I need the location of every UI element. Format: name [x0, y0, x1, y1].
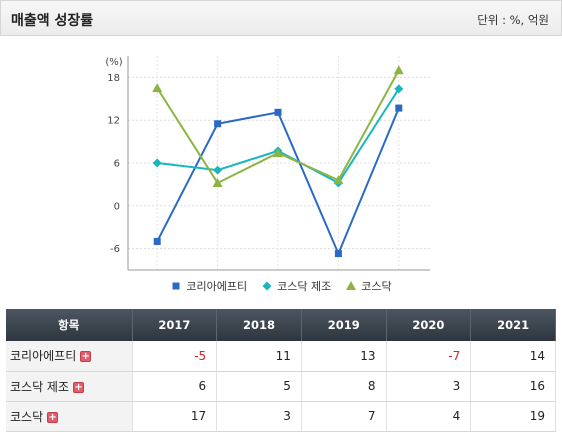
panel-header: 매출액 성장률 단위 : %, 억원 — [0, 0, 562, 36]
table-row: 코스닥 + 17 3 7 4 19 — [6, 401, 556, 432]
table-cell: 3 — [386, 371, 472, 402]
table-row: 코스닥 제조 + 6 5 8 3 16 — [6, 371, 556, 402]
table-cell: 13 — [301, 341, 387, 372]
data-point — [394, 84, 404, 94]
table-cell: 17 — [132, 401, 218, 432]
unit-label: 단위 : %, 억원 — [477, 13, 549, 27]
legend-label: 코스닥 제조 — [277, 280, 332, 293]
y-tick-label: -6 — [110, 244, 120, 255]
plot-area — [128, 56, 430, 270]
row-label-cell: 코스닥 제조 + — [6, 371, 133, 402]
plus-icon[interactable]: + — [73, 381, 85, 393]
table-cell: -5 — [132, 341, 218, 372]
data-table: 항목 2017 2018 2019 2020 2021 코리아에프티 + -5 1… — [6, 309, 556, 432]
data-point — [273, 148, 283, 158]
y-unit-label: (%) — [105, 57, 122, 68]
legend-item: 코리아에프티 — [170, 278, 247, 294]
data-point — [393, 65, 404, 75]
header-year: 2020 — [386, 309, 472, 341]
plus-icon[interactable]: + — [47, 411, 59, 423]
page-title: 매출액 성장률 — [11, 13, 94, 29]
legend-swatch — [172, 282, 180, 290]
table-cell: 6 — [132, 371, 218, 402]
legend-swatch — [346, 281, 357, 290]
legend-label: 코리아에프티 — [186, 280, 248, 293]
data-point — [152, 83, 163, 93]
data-point — [214, 120, 222, 128]
legend-item: 코스닥 — [345, 278, 392, 294]
row-label: 코스닥 제조 — [10, 379, 70, 394]
row-label-cell: 코스닥 + — [6, 401, 133, 432]
row-label: 코리아에프티 — [10, 349, 77, 364]
legend-swatch — [262, 281, 272, 291]
table-cell: 16 — [470, 371, 556, 402]
table-cell: 11 — [216, 341, 302, 372]
header-year: 2021 — [470, 309, 556, 341]
table-row: 코리아에프티 + -5 11 13 -7 14 — [6, 341, 556, 372]
legend-label: 코스닥 — [361, 280, 392, 293]
y-tick-label: 12 — [107, 116, 120, 127]
data-point — [152, 158, 162, 168]
legend-item: 코스닥 제조 — [261, 278, 331, 294]
header-year: 2017 — [132, 309, 218, 341]
header-year: 2019 — [301, 309, 387, 341]
table-cell: 7 — [301, 401, 387, 432]
data-point — [274, 108, 282, 116]
chart-legend: 코리아에프티 코스닥 제조 코스닥 — [0, 276, 562, 296]
data-point — [346, 281, 357, 290]
plus-icon[interactable]: + — [80, 351, 92, 363]
header-year: 2018 — [216, 309, 302, 341]
data-point — [212, 177, 223, 187]
table-cell: 14 — [470, 341, 556, 372]
data-point — [395, 104, 403, 112]
chart-svg: -606121820172018201920202021(%) — [105, 56, 430, 288]
table-cell: 8 — [301, 371, 387, 402]
data-point — [213, 165, 223, 175]
data-point — [153, 237, 161, 245]
data-point — [334, 250, 342, 258]
data-point — [262, 281, 272, 291]
table-cell: -7 — [386, 341, 472, 372]
header-item: 항목 — [6, 309, 133, 341]
table-cell: 3 — [216, 401, 302, 432]
row-label-cell: 코리아에프티 + — [6, 341, 133, 372]
table-cell: 5 — [216, 371, 302, 402]
table-cell: 4 — [386, 401, 472, 432]
data-point — [333, 175, 344, 185]
row-label: 코스닥 — [10, 409, 44, 424]
line-chart: -606121820172018201920202021(%) — [0, 36, 562, 306]
y-tick-label: 6 — [114, 159, 120, 170]
data-point — [172, 282, 180, 290]
table-header-row: 항목 2017 2018 2019 2020 2021 — [6, 309, 556, 341]
y-tick-label: 18 — [107, 73, 120, 84]
table-cell: 19 — [470, 401, 556, 432]
y-tick-label: 0 — [114, 201, 120, 212]
